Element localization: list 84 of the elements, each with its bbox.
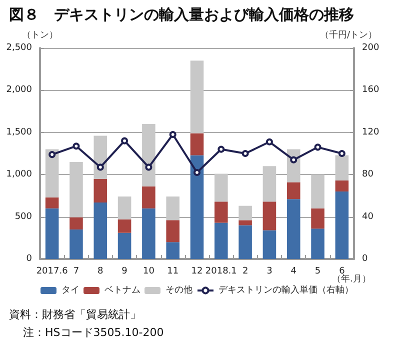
x-tick-label: 8	[98, 266, 104, 276]
point	[96, 164, 104, 171]
point	[169, 131, 176, 138]
point	[48, 151, 56, 158]
bar	[335, 180, 349, 192]
chart-title: 図８ デキストリンの輸入量および輸入価格の推移	[9, 6, 354, 24]
x-tick-label: 3	[266, 266, 272, 276]
bar	[118, 232, 132, 259]
bar	[70, 229, 83, 259]
bar	[166, 196, 180, 220]
bar	[70, 162, 83, 218]
y2-tick-label: 120	[362, 127, 380, 138]
bar	[190, 60, 204, 134]
y2-tick-label: 80	[362, 170, 374, 180]
y-tick-label: 1,000	[6, 170, 32, 180]
bar	[335, 191, 349, 259]
bar	[262, 202, 276, 230]
y-tick-label: 500	[14, 212, 32, 222]
bar	[238, 220, 252, 226]
bar	[286, 199, 300, 259]
bar	[214, 174, 228, 202]
x-tick-label: 2017.6	[36, 266, 68, 276]
y2-tick-label: 0	[362, 254, 368, 264]
x-axis-title: （年.月）	[332, 274, 372, 284]
y2-axis-title: （千円/トン）	[320, 30, 378, 40]
bar	[166, 220, 180, 242]
x-tick-label: 4	[290, 266, 297, 276]
x-tick-label: 9	[122, 266, 128, 276]
point	[338, 150, 346, 157]
y-tick-label: 2,500	[6, 43, 32, 53]
legend-label: デキストリンの輸入単価（右軸）	[218, 284, 354, 296]
bar	[142, 124, 156, 186]
bar	[94, 178, 108, 202]
bar	[190, 133, 204, 156]
bar	[335, 155, 349, 181]
y-tick-label: 1,500	[6, 127, 32, 138]
y2-tick-label: 160	[362, 85, 380, 96]
bar	[238, 206, 252, 220]
point	[266, 138, 273, 146]
bar	[214, 222, 228, 259]
y-tick-label: 2,000	[6, 85, 32, 96]
bar	[45, 197, 59, 208]
point	[290, 156, 298, 164]
point	[218, 146, 225, 153]
x-tick-label: 2018.1	[205, 266, 237, 276]
bar	[262, 166, 276, 202]
bar	[142, 186, 156, 208]
y2-tick-label: 40	[362, 212, 374, 222]
point	[194, 168, 200, 176]
x-tick-label: 10	[142, 266, 155, 276]
bar	[214, 202, 228, 223]
point	[121, 137, 128, 144]
bar	[311, 228, 324, 259]
bar	[311, 174, 324, 208]
y-tick-label: 0	[26, 254, 32, 264]
x-tick-label: 2	[242, 266, 248, 276]
bar	[118, 219, 132, 233]
point	[314, 144, 322, 151]
point	[72, 142, 80, 150]
bar	[45, 149, 59, 198]
point	[145, 164, 152, 171]
legend-label: その他	[166, 284, 192, 296]
legend-label: ベトナム	[104, 286, 140, 296]
x-tick-label: 11	[167, 266, 179, 276]
bar	[286, 182, 300, 200]
bar	[118, 196, 132, 220]
bar	[262, 230, 276, 259]
x-tick-label: 12	[191, 266, 203, 276]
bar	[238, 225, 252, 259]
bar	[166, 242, 180, 259]
bar	[70, 217, 83, 230]
bar	[94, 202, 108, 259]
bar	[142, 208, 156, 259]
text: 注：HSコード3505.10-200	[23, 326, 164, 338]
bar	[45, 208, 59, 259]
y2-tick-label: 200	[362, 43, 380, 53]
bar	[190, 155, 204, 259]
x-tick-label: 5	[314, 266, 321, 276]
point	[242, 150, 249, 157]
x-tick-label: 7	[73, 266, 80, 276]
bar	[311, 208, 324, 229]
y-axis-title: （トン）	[22, 30, 58, 40]
legend-label: タイ	[62, 286, 80, 296]
text: 資料：財務省「貿易統計」	[9, 308, 141, 321]
